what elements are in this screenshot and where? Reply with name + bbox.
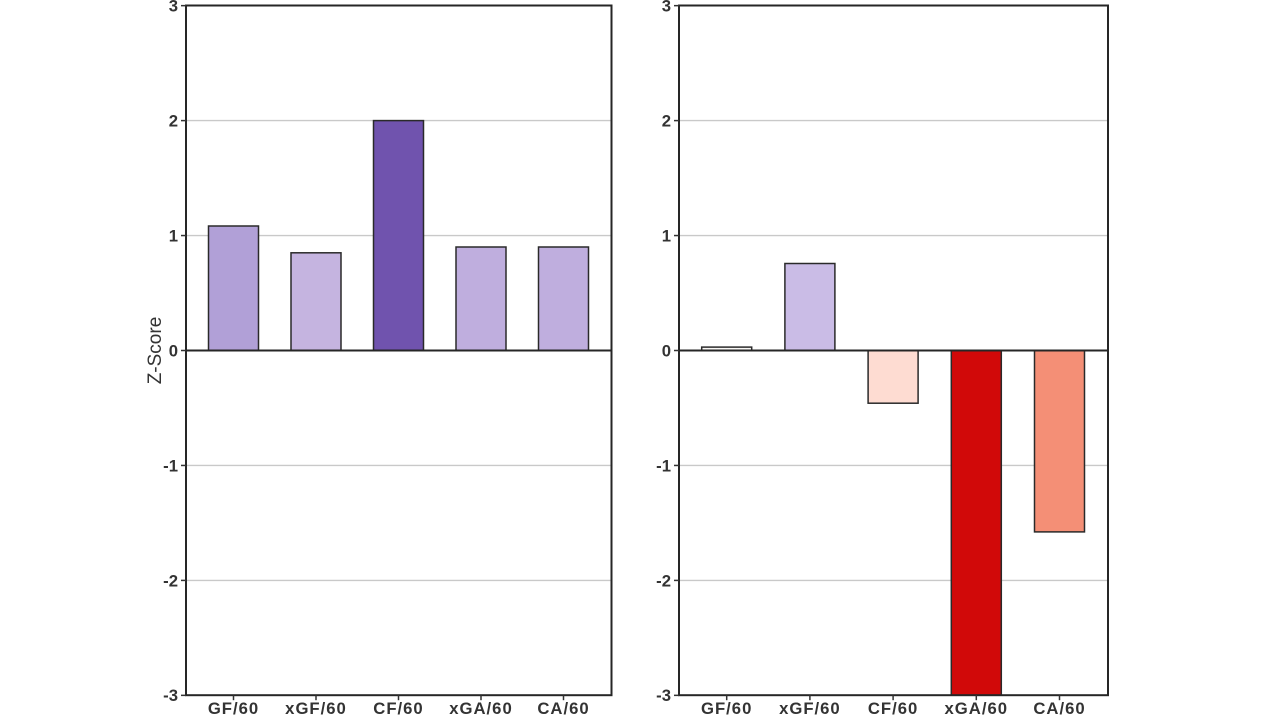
svg-text:0: 0 <box>169 341 178 360</box>
svg-text:GF/60: GF/60 <box>208 699 259 718</box>
svg-text:1: 1 <box>169 226 178 245</box>
svg-text:xGF/60: xGF/60 <box>285 699 347 718</box>
svg-text:CF/60: CF/60 <box>868 699 918 718</box>
svg-text:1: 1 <box>662 226 671 245</box>
svg-text:-2: -2 <box>656 571 671 590</box>
svg-text:xGF/60: xGF/60 <box>779 699 841 718</box>
svg-text:2: 2 <box>169 112 178 131</box>
svg-text:xGA/60: xGA/60 <box>945 699 1009 718</box>
svg-text:-3: -3 <box>163 686 178 705</box>
svg-text:xGA/60: xGA/60 <box>449 699 513 718</box>
svg-text:3: 3 <box>169 0 178 16</box>
svg-text:CA/60: CA/60 <box>1033 699 1085 718</box>
svg-text:3: 3 <box>662 0 671 16</box>
svg-text:-2: -2 <box>163 571 178 590</box>
svg-text:2: 2 <box>662 112 671 131</box>
svg-text:GF/60: GF/60 <box>701 699 752 718</box>
svg-text:-3: -3 <box>656 686 671 705</box>
svg-text:0: 0 <box>662 341 671 360</box>
svg-text:-1: -1 <box>656 456 671 475</box>
svg-text:CF/60: CF/60 <box>373 699 423 718</box>
svg-text:-1: -1 <box>163 456 178 475</box>
svg-text:CA/60: CA/60 <box>537 699 589 718</box>
svg-text:Z-Score: Z-Score <box>145 317 166 385</box>
